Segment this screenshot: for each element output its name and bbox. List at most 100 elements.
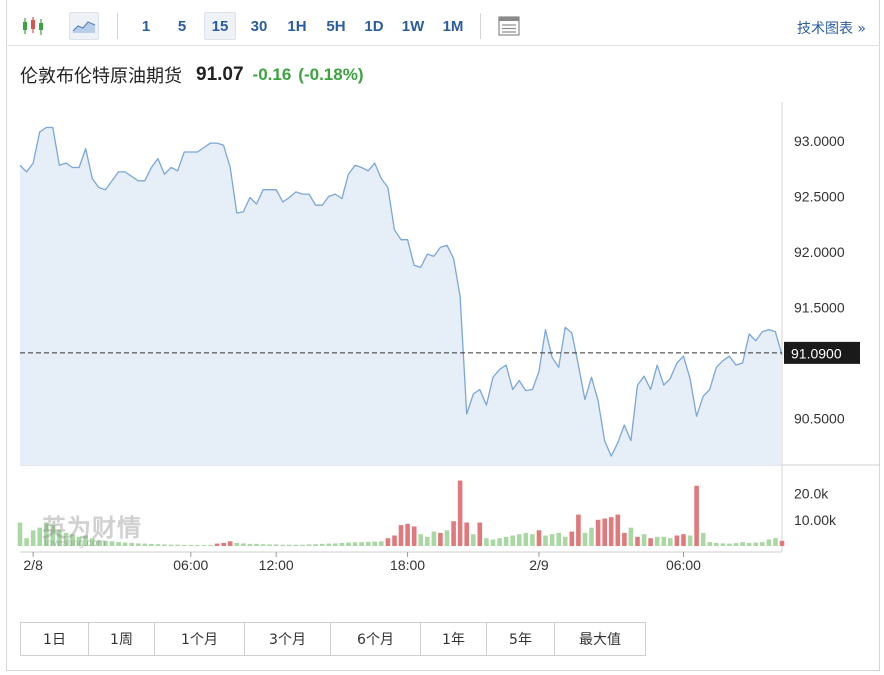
volume-tick-label: 20.0k: [794, 486, 829, 502]
volume-bar: [530, 534, 535, 546]
volume-bar: [63, 532, 69, 546]
volume-bar: [136, 543, 141, 546]
volume-bar: [674, 535, 680, 546]
volume-bar: [260, 544, 266, 546]
volume-bar: [346, 542, 351, 546]
volume-bar: [181, 545, 187, 546]
volume-bar: [149, 543, 154, 546]
price-change-percent: (-0.18%): [298, 65, 364, 84]
volume-bar: [392, 535, 397, 546]
volume-bar: [720, 543, 726, 546]
x-tick-label: 06:00: [666, 557, 701, 573]
toolbar-divider: [480, 13, 481, 39]
volume-bar: [615, 514, 621, 546]
volume-bar: [451, 521, 456, 546]
timeframe-1d[interactable]: 1D: [364, 17, 384, 35]
volume-bar: [188, 545, 194, 546]
price-chart[interactable]: 93.0000 92.5000 92.0000 91.5000 90.5000 91.09…: [0, 0, 884, 600]
volume-bar: [517, 534, 522, 546]
volume-bar: [50, 525, 56, 546]
range-button[interactable]: 6个月: [331, 623, 421, 655]
timeframe-1m[interactable]: 1M: [442, 17, 464, 35]
volume-bar: [44, 522, 49, 546]
timeframe-5[interactable]: 5: [177, 17, 187, 35]
timeframe-1h[interactable]: 1H: [287, 17, 307, 35]
volume-bar: [267, 544, 272, 546]
volume-bar: [536, 530, 542, 546]
watermark-logo: 英为财情: [42, 514, 142, 542]
volume-bar: [247, 543, 253, 546]
volume-bar: [556, 532, 561, 546]
timeframe-15[interactable]: 15: [204, 12, 236, 40]
y-tick-label: 91.5000: [794, 299, 845, 315]
volume-bar: [37, 527, 42, 546]
volume-bar: [471, 534, 476, 546]
volume-bar: [727, 543, 732, 546]
timeframe-1[interactable]: 1: [141, 17, 151, 35]
volume-bar: [648, 538, 653, 546]
timeframe-1w[interactable]: 1W: [401, 17, 425, 35]
candlestick-icon[interactable]: [18, 12, 48, 40]
volume-bar: [694, 485, 699, 546]
volume-bar: [700, 532, 706, 546]
volume-bar: [431, 531, 437, 546]
y-tick-label: 92.5000: [794, 188, 845, 204]
volume-bar: [608, 517, 614, 546]
volume-bar: [589, 527, 594, 546]
range-button[interactable]: 5年: [487, 623, 555, 655]
range-selector: 1日 1周 1个月 3个月 6个月 1年 5年 最大值: [20, 622, 646, 656]
volume-bar: [155, 544, 161, 546]
volume-bar: [319, 543, 325, 546]
toolbar-divider: [117, 13, 118, 39]
range-button[interactable]: 最大值: [579, 632, 621, 648]
volume-bar: [109, 541, 115, 546]
range-button[interactable]: 1个月: [155, 623, 245, 655]
range-button[interactable]: 3个月: [245, 623, 331, 655]
volume-bar: [379, 541, 384, 546]
volume-bar: [96, 540, 102, 546]
volume-bar: [339, 542, 345, 546]
x-tick-label: 2/8: [23, 557, 43, 573]
volume-bar: [221, 542, 226, 546]
instrument-header: 伦敦布伦特原油期货 91.07 -0.16 (-0.18%): [20, 60, 363, 90]
y-tick-label: 92.0000: [794, 244, 845, 260]
volume-bar: [168, 544, 174, 546]
tech-chart-link[interactable]: 技术图表 »: [796, 21, 866, 37]
volume-bar: [549, 534, 555, 546]
y-tick-label: 90.5000: [794, 410, 845, 426]
area-chart-icon[interactable]: [69, 12, 99, 40]
x-tick-label: 18:00: [390, 557, 425, 573]
price-area-fill: [20, 127, 782, 465]
range-button[interactable]: 1周: [89, 623, 155, 655]
volume-bar: [280, 544, 286, 546]
volume-bar: [418, 534, 423, 546]
volume-bar: [681, 534, 686, 546]
timeframe-5h[interactable]: 5H: [326, 17, 346, 35]
volume-bar: [201, 545, 207, 546]
volume-bar: [227, 541, 233, 546]
last-price: 91.07: [196, 64, 244, 85]
volume-bar: [352, 542, 358, 546]
volume-bar: [687, 535, 693, 546]
range-button[interactable]: 1年: [421, 623, 487, 655]
volume-bar: [484, 538, 489, 546]
volume-bar: [779, 540, 785, 546]
watermark-subtext: Investing.com: [44, 538, 106, 549]
table-icon[interactable]: [494, 12, 524, 40]
volume-bar: [313, 544, 318, 546]
volume-bar: [234, 542, 240, 546]
volume-bar: [142, 543, 148, 546]
volume-bar: [411, 526, 417, 546]
volume-bar: [595, 519, 601, 546]
volume-bar: [90, 538, 95, 546]
timeframe-30[interactable]: 30: [250, 17, 268, 35]
volume-bar: [129, 542, 134, 546]
volume-bar: [241, 543, 246, 546]
volume-bar: [17, 522, 23, 546]
volume-bar: [24, 538, 29, 546]
volume-bar: [372, 541, 377, 546]
volume-bar: [359, 542, 364, 546]
volume-bar: [116, 542, 121, 546]
range-button[interactable]: 1日: [21, 623, 89, 655]
volume-bar: [562, 536, 568, 546]
